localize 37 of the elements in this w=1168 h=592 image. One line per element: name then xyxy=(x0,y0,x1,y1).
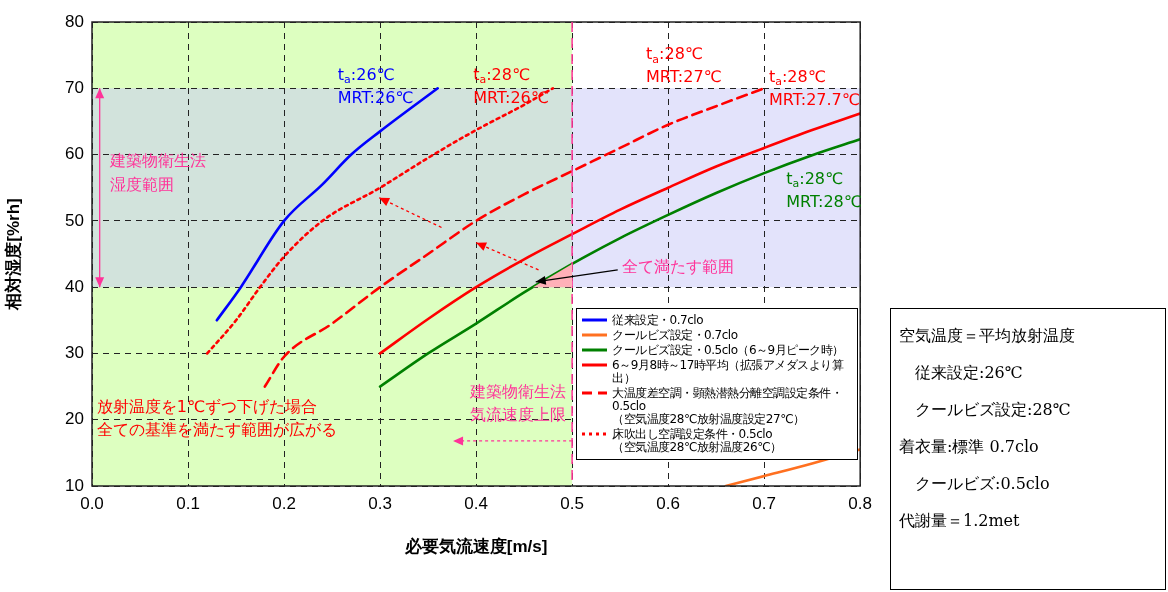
band-label: 建築物衛生法湿度範囲 xyxy=(109,150,206,194)
legend-label: 大温度差空調・顕熱潜熱分離空調設定条件・0.5clo （空気温度28℃放射温度設定27℃） xyxy=(612,386,844,426)
legend-label: 従来設定・0.7clo xyxy=(612,313,703,327)
legend-label: クールビズ設定・0.5clo（6～9月ピーク時） xyxy=(612,343,844,357)
x-tick-label: 0.5 xyxy=(560,493,584,513)
legend-label: クールビズ設定・0.7clo xyxy=(612,328,738,342)
y-axis-title: 相対湿度[%rh] xyxy=(3,198,23,311)
line-series xyxy=(205,86,555,355)
text: クールビズ:0.5clo xyxy=(914,473,1051,495)
legend-label: 床吹出し空調設定条件・0.5clo （空気温度28℃放射温度26℃） xyxy=(612,427,782,454)
text: 従来設定:26℃ xyxy=(914,362,1024,384)
legend-label: 6～9月8時～17時平均（拡張アメダスより算出） xyxy=(612,358,845,385)
text: 空気温度＝平均放射温度 xyxy=(899,325,1076,347)
y-tick-label: 30 xyxy=(65,343,84,363)
line-series xyxy=(215,86,439,322)
x-tick-label: 0.6 xyxy=(656,493,680,513)
x-tick-label: 0.3 xyxy=(368,493,392,513)
x-tick-label: 0.0 xyxy=(80,493,104,513)
x-tick-label: 0.2 xyxy=(272,493,296,513)
y-tick-label: 80 xyxy=(65,11,84,31)
text: 代謝量＝1.2met xyxy=(899,510,1021,532)
text: 着衣量:標準 0.7clo xyxy=(899,436,1040,458)
annotation: 放射温度を1℃ずつ下げた場合全ての基準を満たす範囲が広がる xyxy=(96,396,337,439)
x-tick-label: 0.7 xyxy=(752,493,776,513)
y-tick-label: 20 xyxy=(65,409,84,429)
text: クールビズ設定:28℃ xyxy=(914,399,1072,421)
x-axis-title: 必要気流速度[m/s] xyxy=(403,537,548,557)
x-tick-label: 0.1 xyxy=(176,493,200,513)
y-tick-label: 70 xyxy=(65,77,84,97)
y-tick-label: 60 xyxy=(65,144,84,164)
y-tick-label: 50 xyxy=(65,210,84,230)
line-series xyxy=(378,112,861,355)
annotation: 全て満たす範囲 xyxy=(621,257,734,276)
y-tick-label: 40 xyxy=(65,276,84,296)
x-tick-label: 0.8 xyxy=(848,493,872,513)
x-tick-label: 0.4 xyxy=(464,493,488,513)
y-tick-label: 10 xyxy=(65,475,84,495)
